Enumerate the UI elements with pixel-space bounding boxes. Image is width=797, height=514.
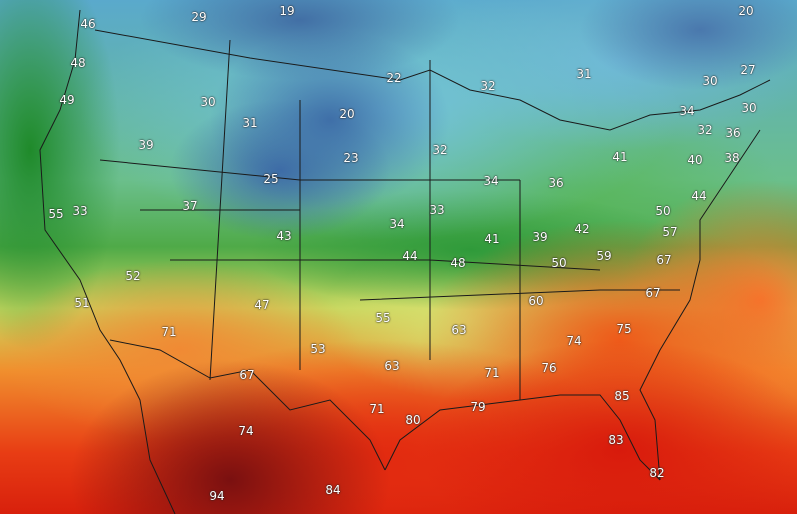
temperature-label: 63 <box>451 323 467 337</box>
temperature-label: 23 <box>343 151 359 165</box>
temperature-label: 25 <box>263 172 279 186</box>
temperature-label: 83 <box>608 433 624 447</box>
temperature-label: 39 <box>532 230 548 244</box>
temperature-label: 82 <box>649 466 665 480</box>
temperature-label: 46 <box>80 17 96 31</box>
west-coast <box>39 9 176 514</box>
temperature-label: 50 <box>655 204 671 218</box>
temperature-label: 31 <box>576 67 592 81</box>
temperature-label: 19 <box>279 4 295 18</box>
temperature-label: 44 <box>402 249 418 263</box>
temperature-label: 84 <box>325 483 341 497</box>
temperature-label: 48 <box>70 56 86 70</box>
temperature-label: 55 <box>375 311 391 325</box>
temperature-label: 80 <box>405 413 421 427</box>
temperature-label: 41 <box>612 150 628 164</box>
temperature-label: 74 <box>566 334 582 348</box>
temperature-label: 40 <box>687 153 703 167</box>
temperature-label: 60 <box>528 294 544 308</box>
temperature-label: 32 <box>697 123 713 137</box>
temperature-label: 85 <box>614 389 630 403</box>
temperature-label: 74 <box>238 424 254 438</box>
temperature-label: 29 <box>191 10 207 24</box>
temperature-label: 32 <box>432 143 448 157</box>
temperature-label: 48 <box>450 256 466 270</box>
temperature-label: 33 <box>72 204 88 218</box>
state-lines <box>99 39 680 400</box>
temperature-label: 55 <box>48 207 64 221</box>
temperature-label: 39 <box>138 138 154 152</box>
temperature-label: 50 <box>551 256 567 270</box>
temperature-label: 36 <box>548 176 564 190</box>
temperature-label: 94 <box>209 489 225 503</box>
mexico-border <box>109 339 386 471</box>
temperature-label: 36 <box>725 126 741 140</box>
temperature-label: 38 <box>724 151 740 165</box>
temperature-label: 34 <box>389 217 405 231</box>
temperature-label: 34 <box>679 104 695 118</box>
temperature-label: 75 <box>616 322 632 336</box>
temperature-label: 53 <box>310 342 326 356</box>
canada-border <box>94 29 771 131</box>
temperature-label: 71 <box>484 366 500 380</box>
temperature-label: 30 <box>200 95 216 109</box>
temperature-label: 27 <box>740 63 756 77</box>
east-coast <box>639 129 761 481</box>
temperature-label: 41 <box>484 232 500 246</box>
temperature-label: 34 <box>483 174 499 188</box>
temperature-label: 79 <box>470 400 486 414</box>
temperature-label: 43 <box>276 229 292 243</box>
temperature-label: 49 <box>59 93 75 107</box>
temperature-label: 63 <box>384 359 400 373</box>
temperature-label: 71 <box>369 402 385 416</box>
temperature-label: 20 <box>339 107 355 121</box>
temperature-label: 22 <box>386 71 402 85</box>
temperature-label: 76 <box>541 361 557 375</box>
temperature-label: 71 <box>161 325 177 339</box>
temperature-label: 33 <box>429 203 445 217</box>
temperature-label: 30 <box>702 74 718 88</box>
temperature-label: 30 <box>741 101 757 115</box>
temperature-label: 52 <box>125 269 141 283</box>
temperature-label: 47 <box>254 298 270 312</box>
temperature-label: 67 <box>645 286 661 300</box>
temperature-label: 44 <box>691 189 707 203</box>
temperature-label: 59 <box>596 249 612 263</box>
temperature-label: 57 <box>662 225 678 239</box>
temperature-label: 31 <box>242 116 258 130</box>
temperature-label: 32 <box>480 79 496 93</box>
temperature-label: 37 <box>182 199 198 213</box>
gulf-coast <box>384 394 661 481</box>
temperature-label: 42 <box>574 222 590 236</box>
temperature-label: 67 <box>656 253 672 267</box>
temperature-label: 67 <box>239 368 255 382</box>
temperature-label: 51 <box>74 296 90 310</box>
temperature-label: 20 <box>738 4 754 18</box>
